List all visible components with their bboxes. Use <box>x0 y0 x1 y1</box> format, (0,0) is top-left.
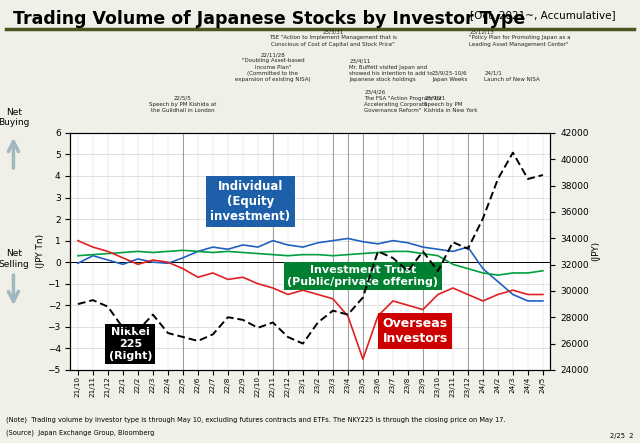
Text: Investment Trust
(Public/private offering): Investment Trust (Public/private offerin… <box>287 265 438 287</box>
Text: Overseas
Investors: Overseas Investors <box>383 317 448 345</box>
Text: (Source)  Japan Exchange Group, Bloomberg: (Source) Japan Exchange Group, Bloomberg <box>6 430 155 436</box>
Text: 24/1/1
Launch of New NISA: 24/1/1 Launch of New NISA <box>484 71 540 82</box>
Text: 23/9/25-10/6
Japan Weeks: 23/9/25-10/6 Japan Weeks <box>432 71 468 82</box>
Text: 23/4/11
Mr. Buffett visited Japan and
showed his intention to add to
Japanese st: 23/4/11 Mr. Buffett visited Japan and sh… <box>349 58 433 82</box>
Text: 22/5/5
Speech by PM Kishida at
the Guildhall in London: 22/5/5 Speech by PM Kishida at the Guild… <box>149 96 216 113</box>
Text: 23/4/26
The FSA "Action Program for
Accelerating Corporate
Governance Reform": 23/4/26 The FSA "Action Program for Acce… <box>364 89 442 113</box>
Text: Nikkei
225
(Right): Nikkei 225 (Right) <box>109 327 152 361</box>
Text: 2/25  2: 2/25 2 <box>610 432 634 439</box>
Text: 22/11/28
"Doubling Asset-based
Income Plan"
(Committed to the
expansion of exist: 22/11/28 "Doubling Asset-based Income Pl… <box>235 52 310 82</box>
Text: 23/9/21
Speech by PM
Kishida in New York: 23/9/21 Speech by PM Kishida in New York <box>424 96 478 113</box>
Text: Net
Selling: Net Selling <box>0 249 29 269</box>
Text: [Oct. 2021~, Accumulative]: [Oct. 2021~, Accumulative] <box>470 10 616 20</box>
Text: 23/3/31
TSE "Action to Implement Management that is
Conscious of Cost of Capital: 23/3/31 TSE "Action to Implement Managem… <box>269 29 397 47</box>
Text: (Note)  Trading volume by investor type is through May 10, excluding futures con: (Note) Trading volume by investor type i… <box>6 416 506 423</box>
Text: Net
Buying: Net Buying <box>0 108 30 127</box>
Text: Individual
(Equity
investment): Individual (Equity investment) <box>211 180 291 223</box>
Y-axis label: (JPY): (JPY) <box>591 241 601 261</box>
Text: Trading Volume of Japanese Stocks by Investor Type: Trading Volume of Japanese Stocks by Inv… <box>13 10 525 28</box>
Text: 23/12/13
"Policy Plan for Promoting Japan as a
Leading Asset Management Center": 23/12/13 "Policy Plan for Promoting Japa… <box>469 29 571 47</box>
Y-axis label: (JPY Tn): (JPY Tn) <box>36 234 45 268</box>
